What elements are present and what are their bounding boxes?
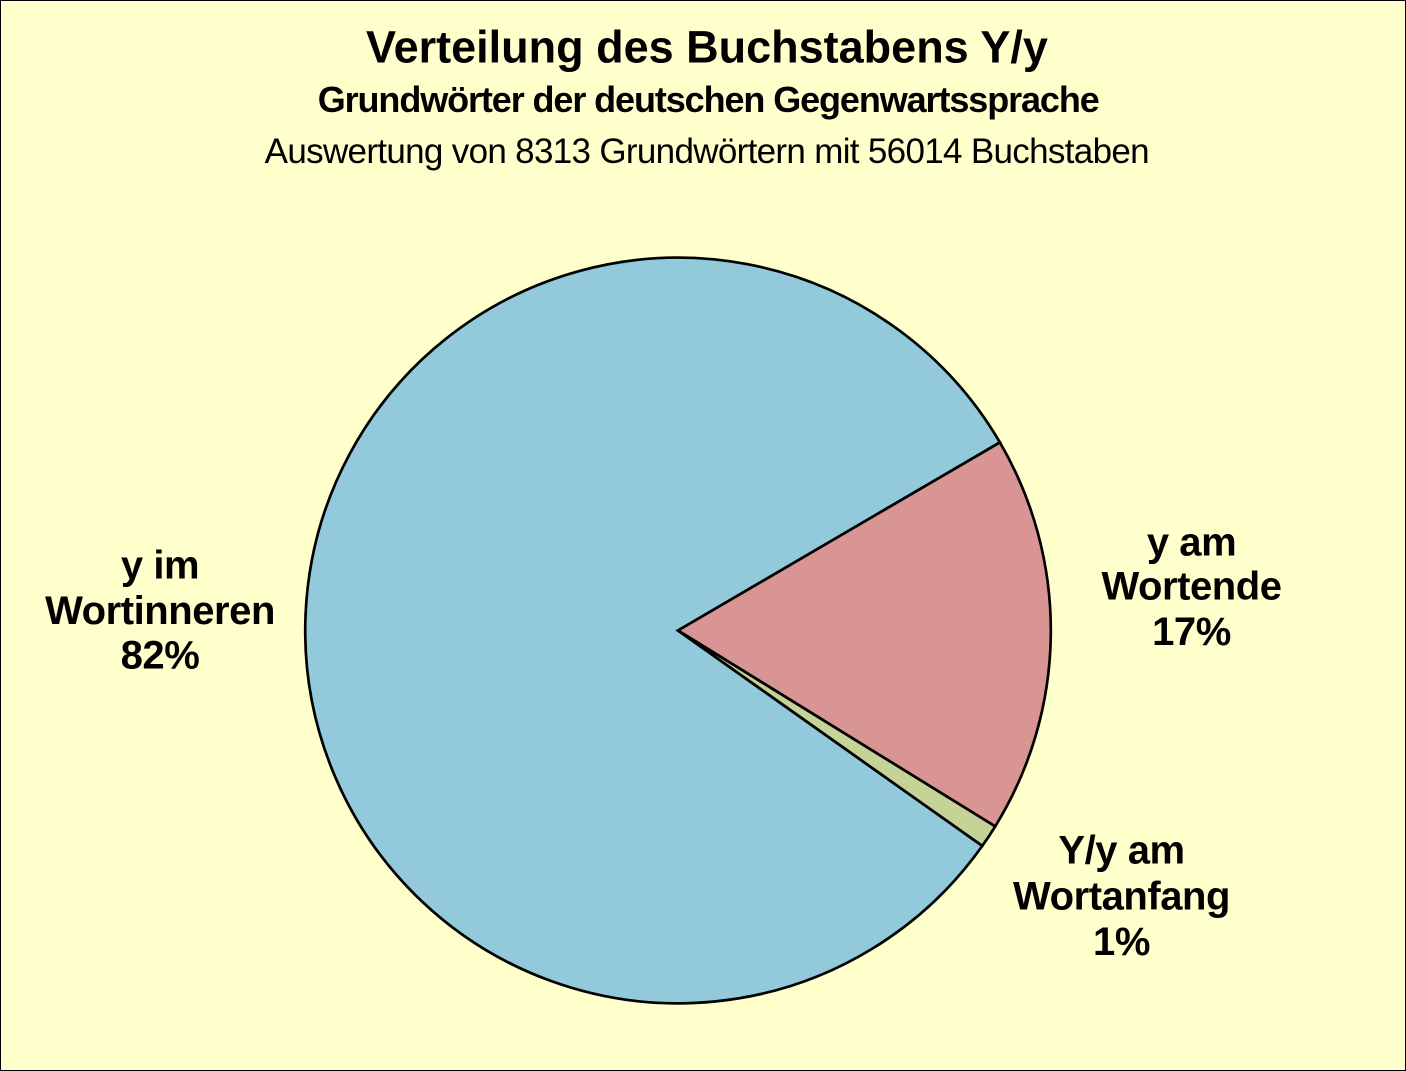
svg-text:Wortinneren: Wortinneren: [45, 589, 275, 633]
svg-text:Auswertung von 8313 Grundwörte: Auswertung von 8313 Grundwörtern mit 560…: [265, 132, 1149, 171]
svg-text:Wortende: Wortende: [1101, 564, 1281, 608]
svg-text:1%: 1%: [1093, 920, 1150, 964]
svg-text:Y/y am: Y/y am: [1058, 829, 1184, 873]
svg-text:17%: 17%: [1152, 610, 1231, 654]
svg-text:y im: y im: [121, 544, 199, 588]
svg-text:Verteilung des Buchstabens Y/y: Verteilung des Buchstabens Y/y: [366, 22, 1048, 73]
svg-text:y am: y am: [1147, 520, 1236, 564]
svg-text:Grundwörter der deutschen Gege: Grundwörter der deutschen Gegenwartsspra…: [318, 79, 1099, 120]
svg-text:Wortanfang: Wortanfang: [1013, 875, 1230, 919]
svg-text:82%: 82%: [121, 634, 200, 678]
